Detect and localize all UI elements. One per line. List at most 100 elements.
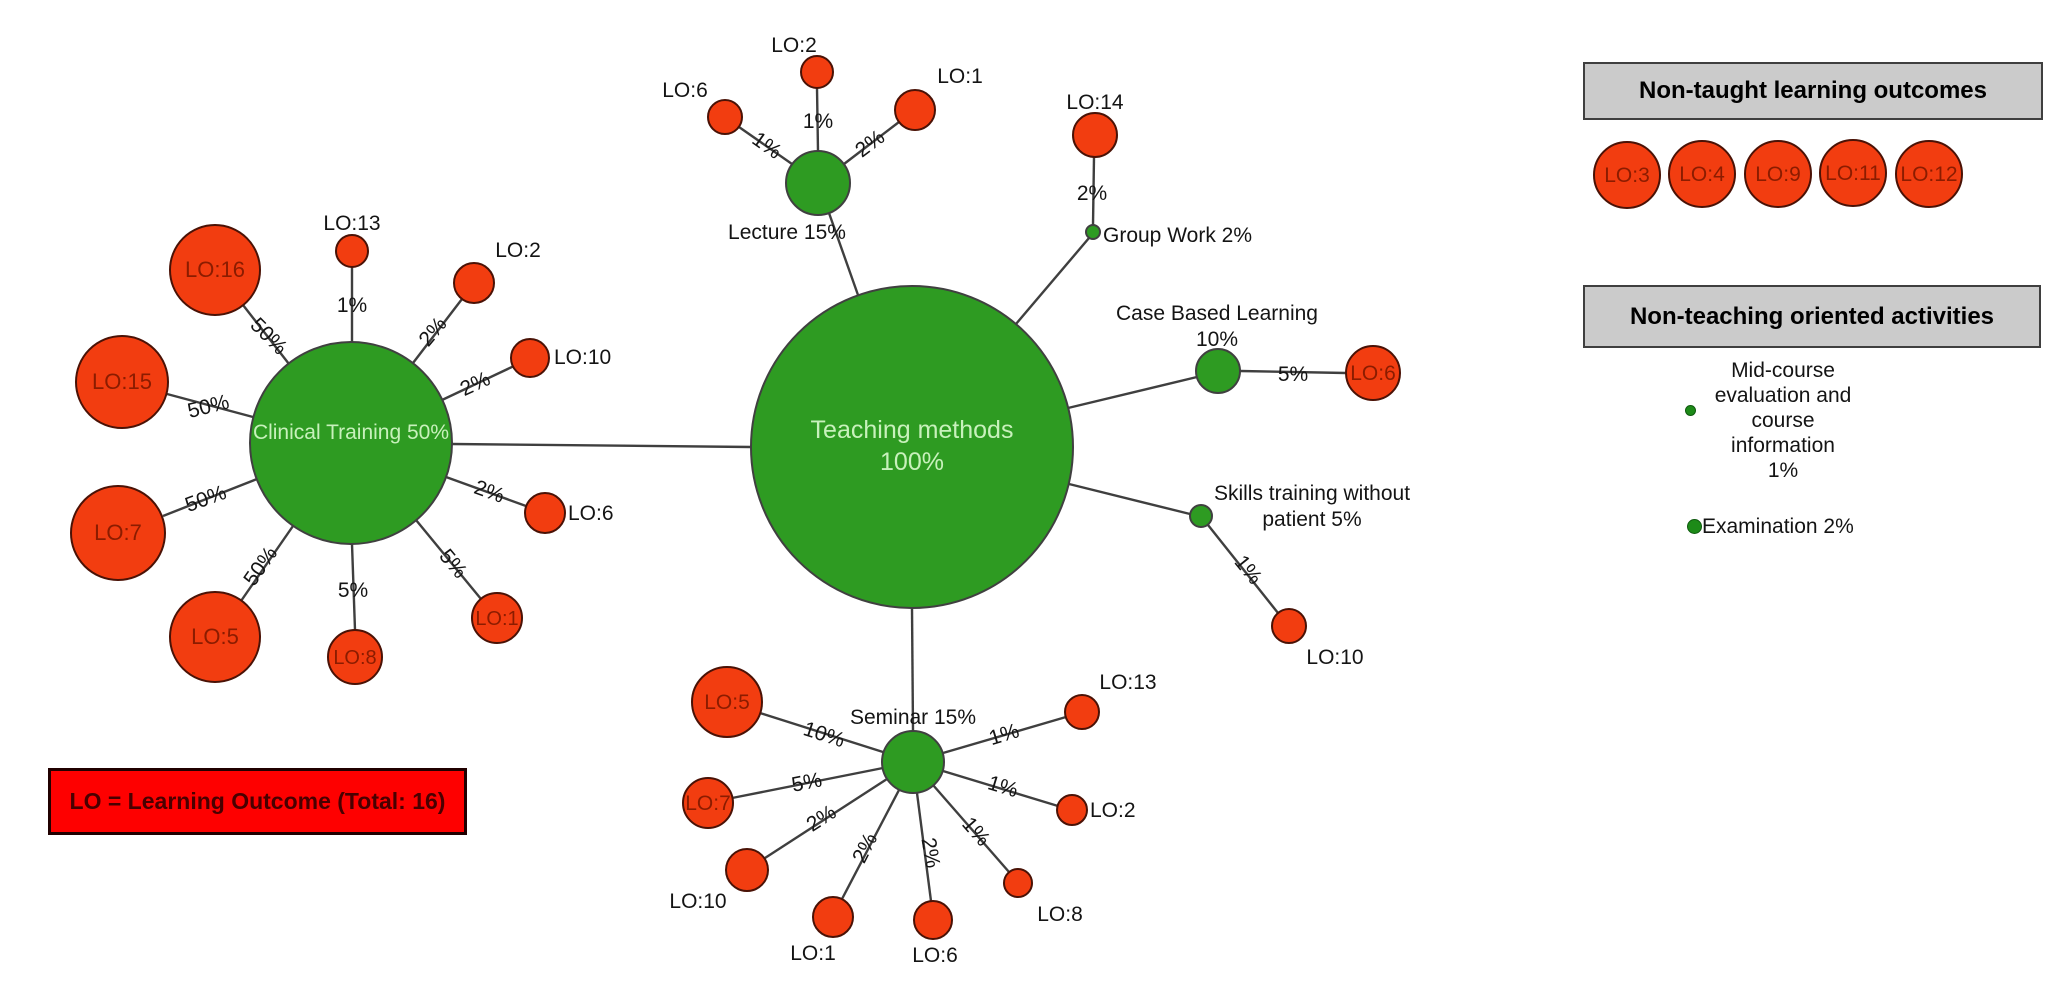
label-cl-lo5-0: LO:5 (191, 624, 239, 649)
label-cl-lo15-0: LO:15 (92, 369, 152, 394)
node-groupwork (1085, 224, 1101, 240)
label-sk-lo10-0: LO:10 (1306, 646, 1363, 669)
edge-seminar-sem-lo1 (840, 789, 901, 900)
label-cl-lo2-0: LO:2 (495, 239, 541, 262)
node-lec-lo6 (707, 99, 743, 135)
midcourse-line-2: evaluation and (1714, 384, 1852, 407)
edge-clinical-cl-lo2 (412, 298, 463, 364)
edge-seminar-sem-lo6 (915, 792, 933, 902)
label-cl-lo8-0: LO:8 (333, 647, 376, 669)
label-cl-lo13-0: LO:13 (323, 212, 380, 235)
label-nt-lo3-0: LO:3 (1604, 164, 1650, 187)
node-nt-lo4 (1668, 140, 1736, 208)
edge-label-clinical-cl-lo16: 50% (246, 313, 292, 359)
edge-seminar-sem-lo8 (932, 784, 1010, 873)
label-skills-1: patient 5% (1262, 508, 1361, 531)
label-cl-lo1-0: LO:1 (475, 608, 518, 630)
label-sem-lo6-0: LO:6 (912, 944, 958, 967)
node-sem-lo6 (913, 900, 953, 940)
label-sem-lo8-0: LO:8 (1037, 903, 1083, 926)
edge-label-clinical-cl-lo8: 5% (338, 579, 368, 602)
label-nt-lo12-0: LO:12 (1900, 163, 1957, 186)
edge-skills-sk-lo10 (1207, 524, 1279, 614)
node-sem-lo2 (1056, 794, 1088, 826)
label-lec-lo2-0: LO:2 (771, 34, 817, 57)
midcourse-activity-label: Mid-course evaluation and course informa… (1697, 358, 1869, 483)
label-sem-lo7-0: LO:7 (685, 792, 731, 815)
label-teaching-1: 100% (880, 448, 944, 476)
edge-label-cbl-cbl-lo6: 5% (1278, 363, 1308, 386)
label-nt-lo4-0: LO:4 (1679, 163, 1725, 186)
label-lo14-0: LO:14 (1066, 91, 1124, 114)
label-nt-lo11-0: LO:11 (1825, 162, 1881, 185)
non-taught-header: Non-taught learning outcomes (1583, 62, 2043, 120)
node-sem-lo5 (691, 666, 763, 738)
node-cl-lo15 (75, 335, 169, 429)
label-lec-lo1-0: LO:1 (937, 65, 983, 88)
node-sk-lo10 (1271, 608, 1307, 644)
label-groupwork-0: Group Work 2% (1103, 224, 1252, 247)
node-cl-lo7 (70, 485, 166, 581)
node-lec-lo2 (800, 55, 834, 89)
examination-label: Examination 2% (1702, 515, 1854, 538)
edge-label-clinical-cl-lo10: 2% (457, 367, 494, 401)
edge-label-lecture-lec-lo6: 1% (748, 128, 786, 164)
edge-seminar-sem-lo13 (942, 715, 1067, 755)
label-cl-lo10-0: LO:10 (554, 346, 611, 369)
edge-clinical-cl-lo1 (415, 519, 482, 600)
label-sem-lo1-0: LO:1 (790, 942, 836, 965)
edge-label-clinical-cl-lo7: 50% (182, 481, 229, 517)
edge-cbl-cbl-lo6 (1239, 369, 1347, 375)
midcourse-line-1: Mid-course (1731, 359, 1835, 382)
edge-teaching-clinical (451, 442, 752, 449)
edge-clinical-cl-lo7 (162, 477, 258, 518)
edge-clinical-cl-lo5 (240, 525, 294, 602)
edge-teaching-cbl (1067, 375, 1198, 410)
edge-groupwork-lo14 (1091, 156, 1096, 226)
label-sem-lo13-0: LO:13 (1099, 671, 1156, 694)
edge-teaching-skills (1068, 482, 1191, 516)
label-cbl-1: 10% (1196, 328, 1238, 351)
node-cl-lo16 (169, 224, 261, 316)
edge-lecture-lec-lo1 (843, 121, 900, 165)
edge-clinical-cl-lo8 (350, 543, 357, 631)
node-clinical (249, 341, 453, 545)
label-cl-lo6-0: LO:6 (568, 502, 614, 525)
edge-seminar-sem-lo5 (759, 711, 884, 754)
midcourse-line-4: 1% (1767, 459, 1799, 482)
edge-label-clinical-cl-lo15: 50% (185, 390, 231, 422)
label-skills-0: Skills training without (1214, 482, 1410, 505)
node-sem-lo10 (725, 848, 769, 892)
midcourse-line-3: course information (1731, 409, 1835, 457)
label-cbl-lo6-0: LO:6 (1350, 362, 1396, 385)
label-nt-lo9-0: LO:9 (1755, 163, 1801, 186)
edge-label-lecture-lec-lo2: 1% (803, 110, 833, 133)
node-cl-lo8 (327, 629, 383, 685)
label-sem-lo5-0: LO:5 (704, 691, 750, 714)
edge-label-skills-sk-lo10: 1% (1230, 551, 1267, 589)
label-cbl-0: Case Based Learning (1116, 302, 1318, 325)
edge-lecture-lec-lo6 (738, 126, 793, 165)
label-clinical-0: Clinical Training 50% (253, 421, 449, 444)
edge-seminar-sem-lo2 (942, 769, 1059, 808)
node-seminar (881, 730, 945, 794)
node-sem-lo7 (682, 777, 734, 829)
node-lecture (785, 150, 851, 216)
node-cl-lo5 (169, 591, 261, 683)
lo-legend-box: LO = Learning Outcome (Total: 16) (48, 768, 467, 835)
non-teaching-header: Non-teaching oriented activities (1583, 285, 2041, 348)
node-cl-lo10 (510, 338, 550, 378)
node-sem-lo13 (1064, 694, 1100, 730)
node-cl-lo1 (471, 592, 523, 644)
edge-clinical-cl-lo15 (166, 392, 254, 419)
edge-label-clinical-cl-lo13: 1% (337, 294, 367, 317)
midcourse-dot-icon (1685, 405, 1696, 416)
label-lec-lo6-0: LO:6 (662, 79, 708, 102)
edge-label-seminar-sem-lo5: 10% (800, 717, 847, 752)
node-nt-lo9 (1744, 140, 1812, 208)
examination-dot-icon (1687, 519, 1702, 534)
node-skills (1189, 504, 1213, 528)
node-sem-lo1 (812, 896, 854, 938)
